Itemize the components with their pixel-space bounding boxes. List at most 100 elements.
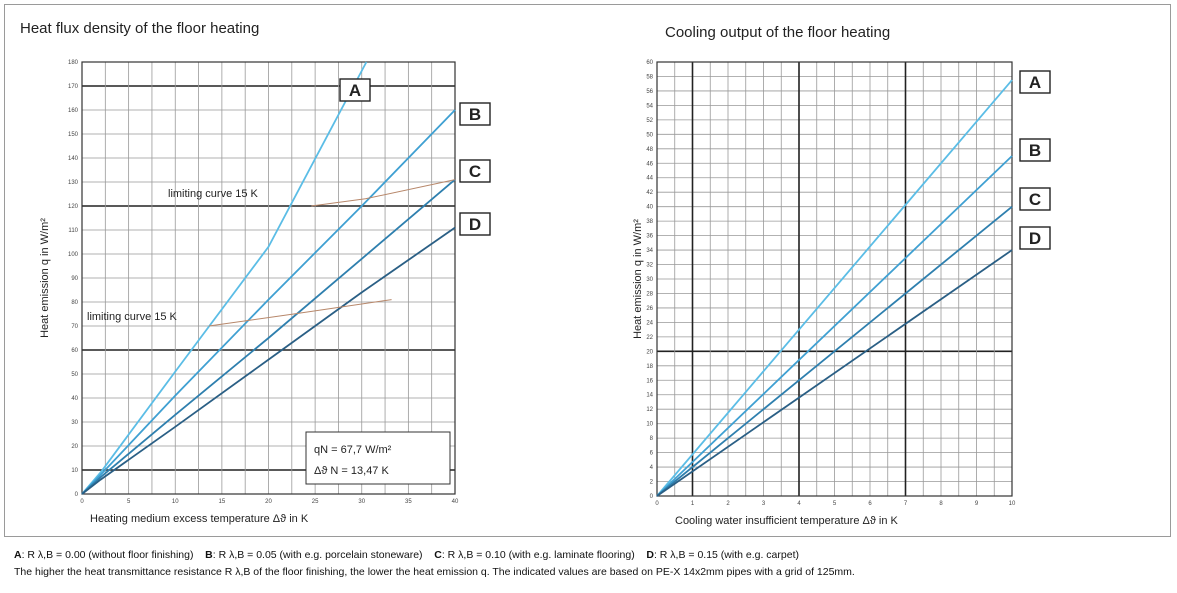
y-tick-label: 8 (650, 436, 654, 442)
series-line-d (656, 249, 1013, 497)
x-tick-label: 4 (797, 501, 801, 507)
series-line-a (656, 79, 1013, 497)
y-tick-label: 60 (71, 348, 78, 354)
y-tick-label: 4 (650, 465, 654, 471)
curve-label-d: D (1029, 229, 1041, 248)
y-tick-label: 26 (646, 306, 653, 312)
heat-flux-chart: 0102030405060708090100110120130140150160… (39, 60, 491, 525)
series-line-b (81, 109, 456, 495)
plot-border (81, 61, 456, 495)
curve-label-b: B (1029, 141, 1041, 160)
curve-label-box-b (1019, 138, 1051, 162)
y-tick-label: 6 (650, 451, 654, 457)
x-tick-label: 20 (265, 499, 272, 505)
y-tick-label: 10 (646, 422, 653, 428)
x-tick-label: 9 (975, 501, 979, 507)
y-tick-label: 2 (650, 480, 654, 486)
y-tick-label: 30 (646, 277, 653, 283)
y-tick-label: 140 (68, 156, 79, 162)
y-axis-label: Heat emission q in W/m² (632, 219, 644, 339)
y-tick-label: 10 (71, 468, 78, 474)
x-tick-label: 30 (358, 499, 365, 505)
y-tick-label: 22 (646, 335, 653, 341)
y-tick-label: 60 (646, 60, 653, 66)
footnote-explanation: The higher the heat transmittance resist… (14, 566, 855, 578)
x-tick-label: 15 (219, 499, 226, 505)
curve-label-c: C (1029, 190, 1041, 209)
y-tick-label: 110 (68, 228, 78, 234)
x-tick-label: 7 (904, 501, 908, 507)
limiting-curve-label-lower: limiting curve 15 K (87, 311, 178, 323)
curve-label-a: A (349, 81, 361, 100)
series-line-b (656, 155, 1013, 497)
y-tick-label: 34 (646, 248, 653, 254)
x-tick-label: 0 (655, 501, 659, 507)
y-tick-label: 58 (646, 74, 653, 80)
info-box-line-1: qN = 67,7 W/m² (314, 444, 392, 456)
y-tick-label: 18 (646, 364, 653, 370)
curve-label-box-a (339, 78, 371, 102)
curve-label-box-b (459, 102, 491, 126)
info-box (305, 431, 451, 485)
x-tick-label: 5 (127, 499, 131, 505)
y-tick-label: 170 (68, 84, 79, 90)
y-tick-label: 56 (646, 89, 653, 95)
info-box-line-2: Δϑ N = 13,47 K (314, 465, 389, 477)
x-tick-label: 1 (691, 501, 695, 507)
footnote-text-a: : R λ,B = 0.00 (without floor finishing) (21, 549, 194, 561)
y-tick-label: 52 (646, 118, 653, 124)
curve-label-d: D (469, 215, 481, 234)
y-tick-label: 38 (646, 219, 653, 225)
y-tick-label: 48 (646, 147, 653, 153)
y-tick-label: 50 (646, 132, 653, 138)
y-tick-label: 50 (71, 372, 78, 378)
plot-border (656, 61, 1013, 497)
y-tick-label: 16 (646, 378, 653, 384)
y-tick-label: 24 (646, 320, 653, 326)
curve-label-a: A (1029, 73, 1041, 92)
y-tick-label: 130 (68, 180, 79, 186)
footnote-text-b: : R λ,B = 0.05 (with e.g. porcelain ston… (212, 549, 423, 561)
series-line-c (81, 178, 456, 495)
y-tick-label: 54 (646, 103, 653, 109)
x-axis-label: Cooling water insufficient temperature Δ… (675, 515, 899, 527)
footnote-key-b: B (205, 549, 213, 561)
y-tick-label: 90 (71, 276, 78, 282)
y-tick-label: 180 (68, 60, 79, 66)
series-line-a (81, 61, 368, 495)
y-axis-label: Heat emission q in W/m² (39, 218, 51, 338)
x-tick-label: 35 (405, 499, 412, 505)
left-chart-title: Heat flux density of the floor heating (20, 20, 260, 37)
curve-label-box-a (1019, 70, 1051, 94)
x-tick-label: 10 (1009, 501, 1016, 507)
y-tick-label: 14 (646, 393, 653, 399)
right-chart-title: Cooling output of the floor heating (665, 24, 891, 41)
x-tick-label: 10 (172, 499, 179, 505)
y-tick-label: 40 (646, 205, 653, 211)
footnote-text-d: : R λ,B = 0.15 (with e.g. carpet) (653, 549, 799, 561)
y-tick-label: 44 (646, 176, 653, 182)
y-tick-label: 70 (71, 324, 78, 330)
y-tick-label: 46 (646, 161, 653, 167)
x-tick-label: 8 (939, 501, 943, 507)
limiting-curve-1 (311, 179, 456, 207)
limiting-curve-label-upper: limiting curve 15 K (168, 188, 259, 200)
x-axis-label: Heating medium excess temperature Δϑ in … (90, 513, 309, 525)
y-tick-label: 0 (650, 494, 654, 500)
x-tick-label: 3 (762, 501, 766, 507)
curve-label-box-d (1019, 226, 1051, 250)
y-tick-label: 32 (646, 263, 653, 269)
x-tick-label: 0 (80, 499, 84, 505)
x-tick-label: 40 (452, 499, 459, 505)
y-tick-label: 12 (646, 407, 653, 413)
series-line-c (656, 205, 1013, 497)
curve-label-box-d (459, 212, 491, 236)
footnote-key-c: C (434, 549, 442, 561)
y-tick-label: 42 (646, 190, 653, 196)
footnote-text-c: : R λ,B = 0.10 (with e.g. laminate floor… (441, 549, 635, 561)
series-line-d (81, 226, 456, 495)
footnote-key-d: D (646, 549, 654, 561)
x-tick-label: 25 (312, 499, 319, 505)
y-tick-label: 150 (68, 132, 79, 138)
cooling-output-chart: 0246810121416182022242628303234363840424… (632, 60, 1051, 527)
